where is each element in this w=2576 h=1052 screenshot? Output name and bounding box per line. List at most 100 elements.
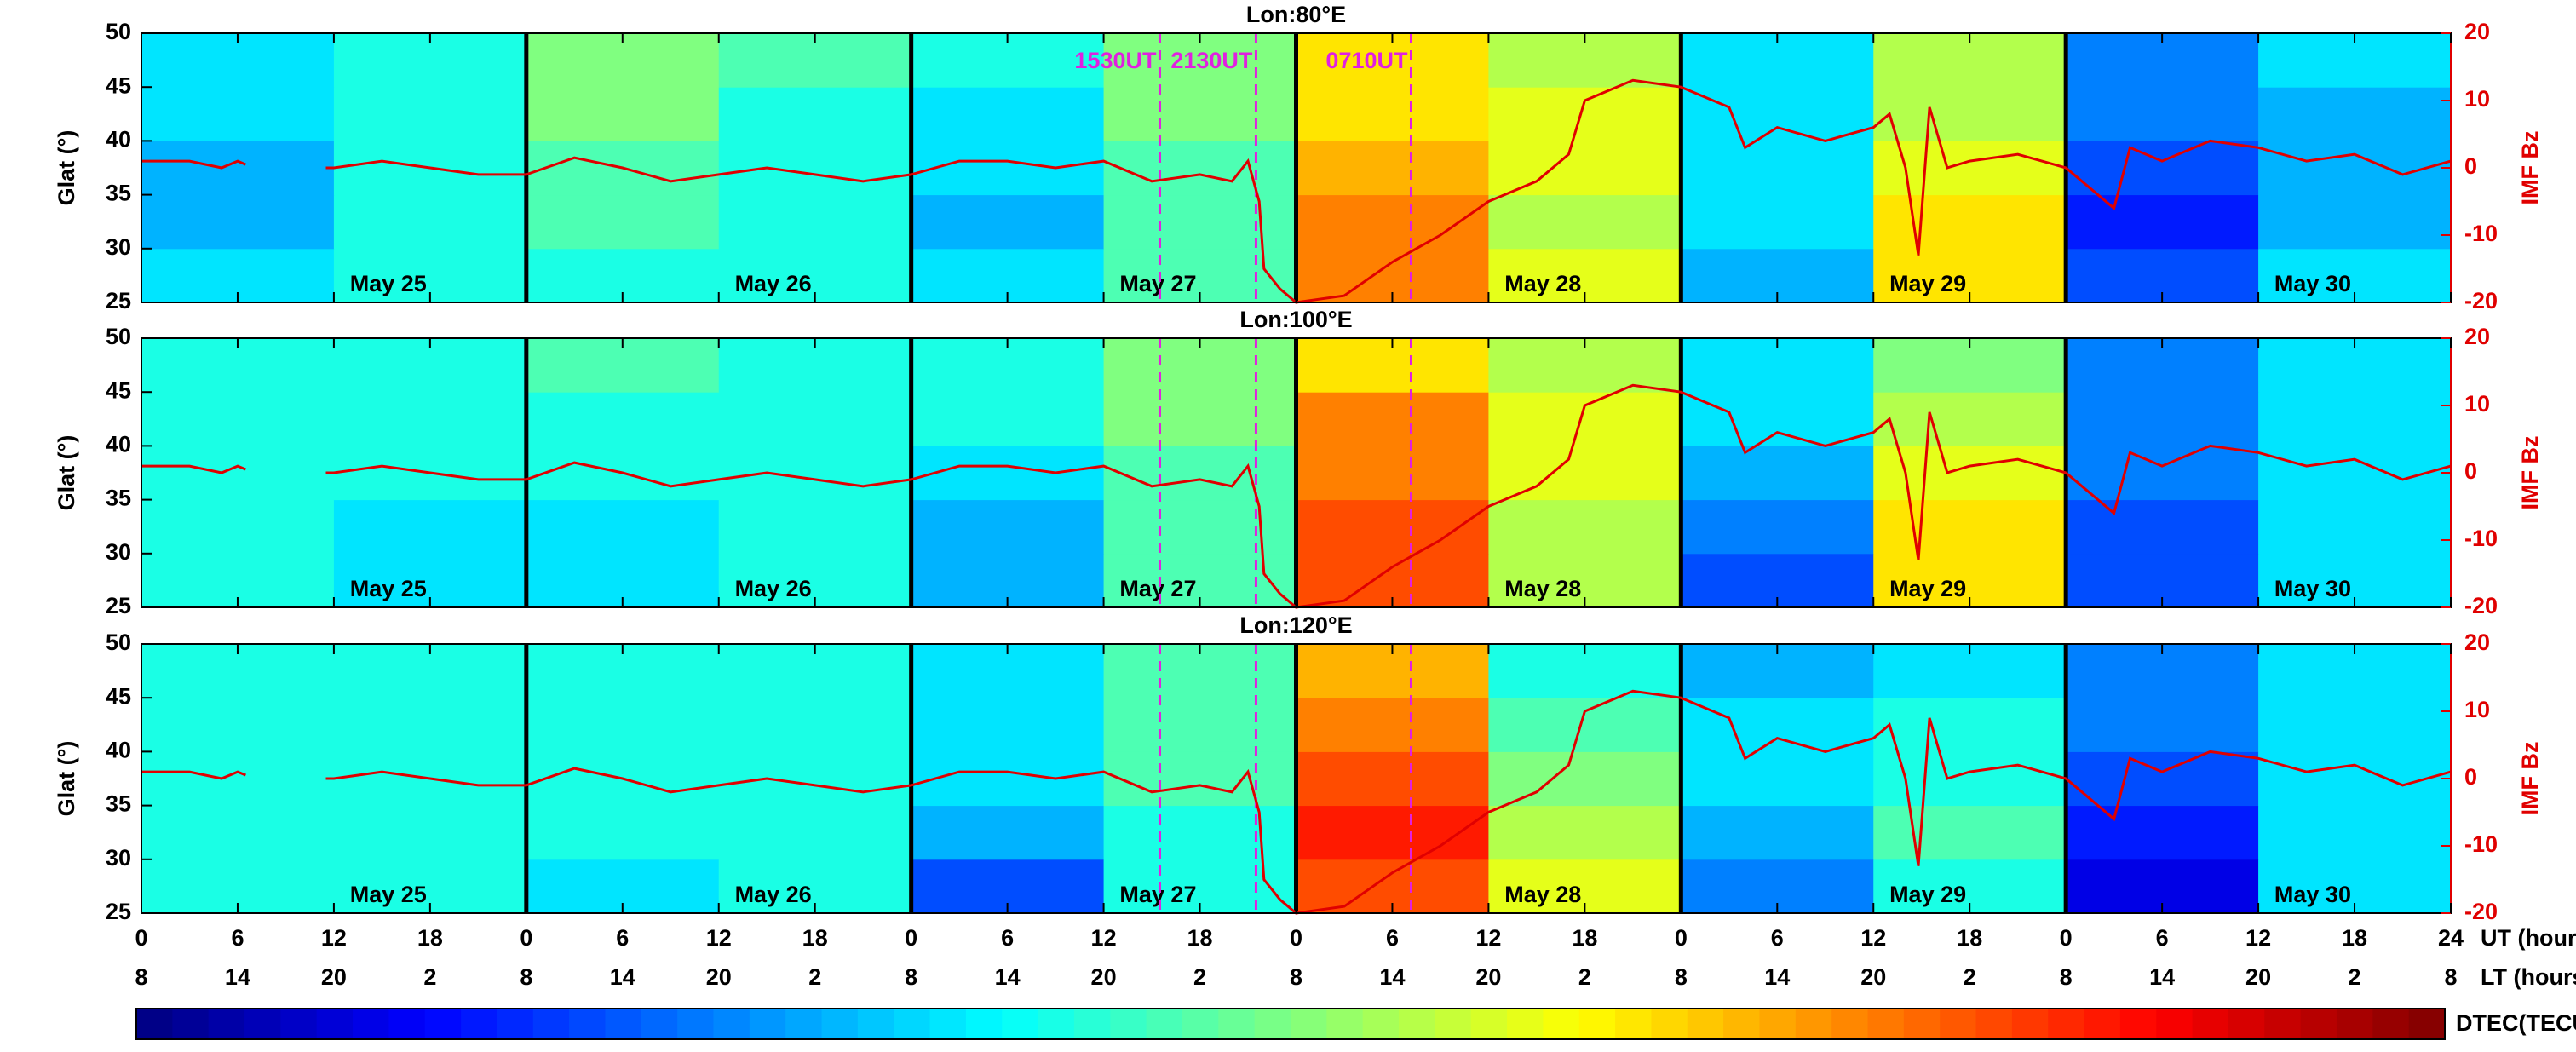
heatmap-cell <box>2258 698 2452 752</box>
colorbar-segment <box>316 1009 354 1039</box>
colorbar-segment <box>136 1009 173 1039</box>
heatmap-cell <box>1681 141 1874 196</box>
y-tick-label: 35 <box>106 791 131 817</box>
lt-tick-label: 8 <box>2444 964 2457 990</box>
lt-tick-label: 14 <box>610 964 635 990</box>
colorbar-label: DTEC(TECU) <box>2456 1010 2576 1036</box>
heatmap-cell <box>1488 446 1682 501</box>
x-tick-label: 18 <box>417 925 443 951</box>
y-tick-label: 40 <box>106 432 131 457</box>
lt-tick-label: 14 <box>1764 964 1790 990</box>
colorbar-segment <box>2048 1009 2085 1039</box>
heatmap-cell <box>1681 446 1874 501</box>
colorbar-segment <box>2192 1009 2229 1039</box>
lt-tick-label: 14 <box>225 964 250 990</box>
heatmap-cell <box>718 698 912 752</box>
colorbar-segment <box>605 1009 642 1039</box>
colorbar-segment <box>1470 1009 1508 1039</box>
y2-tick-label: 10 <box>2464 697 2490 722</box>
colorbar-segment <box>1002 1009 1039 1039</box>
lt-axis-label: LT (hours) <box>2481 964 2576 990</box>
colorbar-segment <box>749 1009 786 1039</box>
heatmap-cell <box>141 141 335 196</box>
y-axis-label: Glat (°) <box>54 130 79 206</box>
heatmap-cell <box>333 392 527 446</box>
heatmap-cell <box>1103 141 1297 196</box>
colorbar-segment <box>2156 1009 2194 1039</box>
heatmap-cell <box>2258 87 2452 141</box>
panel-title: Lon:120°E <box>1239 612 1352 638</box>
colorbar-segment <box>1903 1009 1941 1039</box>
colorbar-segment <box>1110 1009 1147 1039</box>
x-tick-label: 18 <box>1572 925 1597 951</box>
day-label: May 28 <box>1504 271 1581 296</box>
heatmap-cell <box>333 194 527 250</box>
y-tick-label: 50 <box>106 629 131 655</box>
colorbar-segment <box>641 1009 678 1039</box>
day-label: May 30 <box>2274 576 2351 601</box>
colorbar-segment <box>965 1009 1003 1039</box>
heatmap-cell <box>1873 805 2067 860</box>
colorbar-segment <box>569 1009 606 1039</box>
heatmap-cell <box>2066 87 2259 141</box>
x-tick-label: 0 <box>1675 925 1688 951</box>
y2-tick-label: -10 <box>2464 831 2498 857</box>
y2-tick-label: -20 <box>2464 899 2498 924</box>
imf-bz-line <box>141 78 2452 304</box>
lt-tick-label: 2 <box>1964 964 1976 990</box>
y-tick-label: 30 <box>106 234 131 260</box>
heatmap-cell <box>333 698 527 752</box>
imf-bz-line <box>141 383 2452 609</box>
colorbar-segment <box>2084 1009 2121 1039</box>
colorbar-segment <box>857 1009 894 1039</box>
y-tick-label: 30 <box>106 845 131 871</box>
y-tick-label: 25 <box>106 899 131 924</box>
day-label: May 25 <box>350 576 427 601</box>
colorbar-segment <box>1399 1009 1435 1039</box>
heatmap-cell <box>333 87 527 141</box>
colorbar-segment <box>1759 1009 1797 1039</box>
x-tick-label: 12 <box>321 925 347 951</box>
heatmap-cell <box>2066 141 2259 196</box>
day-label: May 27 <box>1119 882 1196 907</box>
annotation-label: 2130UT <box>1170 48 1253 73</box>
heatmap-cell <box>1681 698 1874 752</box>
heatmap-cell <box>2258 392 2452 446</box>
day-label: May 29 <box>1889 271 1966 296</box>
x-tick-label: 12 <box>1860 925 1886 951</box>
lt-tick-label: 2 <box>2349 964 2361 990</box>
y-tick-label: 50 <box>106 19 131 44</box>
heatmap-cell <box>1488 392 1682 446</box>
colorbar-segment <box>1687 1009 1724 1039</box>
lt-tick-label: 8 <box>2060 964 2073 990</box>
lt-tick-label: 2 <box>1578 964 1591 990</box>
heatmap-cell <box>141 446 335 501</box>
heatmap-cell <box>1873 499 2067 555</box>
heatmap-cell <box>526 87 720 141</box>
colorbar-frame <box>135 1008 2446 1040</box>
y-tick-label: 40 <box>106 127 131 152</box>
colorbar-segment <box>894 1009 931 1039</box>
heatmap-cell <box>1296 698 1489 752</box>
heatmap-cell <box>2066 751 2259 807</box>
y2-tick-label: -10 <box>2464 221 2498 246</box>
day-label: May 28 <box>1504 576 1581 601</box>
y2-tick-label: 20 <box>2464 19 2490 44</box>
colorbar-segment <box>1867 1009 1905 1039</box>
heatmap-cell <box>911 392 1105 446</box>
x-tick-label: 24 <box>2438 925 2464 951</box>
heatmap-cell <box>141 751 335 807</box>
heatmap-cell <box>2066 392 2259 446</box>
y-tick-label: 45 <box>106 377 131 403</box>
colorbar-segment <box>1218 1009 1256 1039</box>
day-label: May 27 <box>1119 576 1196 601</box>
heatmap-cell <box>526 805 720 860</box>
day-label: May 25 <box>350 882 427 907</box>
heatmap-cell <box>718 141 912 196</box>
lt-tick-label: 20 <box>1475 964 1501 990</box>
x-tick-label: 12 <box>1091 925 1117 951</box>
heatmap-cell <box>1103 751 1297 807</box>
lt-tick-label: 8 <box>1290 964 1302 990</box>
heatmap-cell <box>1681 805 1874 860</box>
